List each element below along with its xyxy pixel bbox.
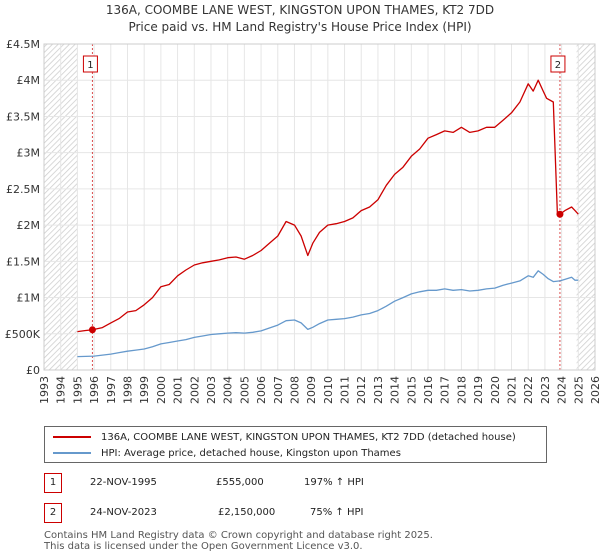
x-tick-label: 1995	[71, 376, 84, 404]
y-tick-label: £4M	[17, 74, 41, 87]
hpi-line	[77, 270, 579, 358]
x-tick-label: 2020	[489, 376, 502, 404]
x-tick-label: 2016	[422, 376, 435, 404]
x-tick-label: 2013	[372, 376, 385, 404]
x-tick-label: 2006	[255, 376, 268, 404]
sale-label-box	[82, 55, 98, 73]
x-tick-label: 2009	[305, 376, 318, 404]
x-tick-label: 1998	[121, 376, 134, 404]
transaction-price: £2,150,000	[218, 507, 276, 518]
x-tick-label: 2003	[205, 376, 218, 404]
x-tick-label: 2008	[288, 376, 301, 404]
y-tick-label: £2M	[17, 219, 41, 232]
x-tick-label: 2017	[439, 376, 452, 404]
transaction-badge: 2	[44, 503, 62, 523]
x-tick-label: 2015	[405, 376, 418, 404]
legend-label-hpi: HPI: Average price, detached house, King…	[101, 447, 401, 459]
plot-border	[43, 43, 596, 371]
x-tick-label: 2022	[522, 376, 535, 404]
x-tick-label: 2023	[539, 376, 552, 404]
footer-attribution: Contains HM Land Registry data © Crown c…	[44, 530, 433, 552]
legend-label-property: 136A, COOMBE LANE WEST, KINGSTON UPON TH…	[101, 431, 516, 443]
chart-legend: 136A, COOMBE LANE WEST, KINGSTON UPON TH…	[44, 426, 547, 463]
x-tick-label: 2024	[556, 376, 569, 404]
y-tick-label: £4.5M	[6, 38, 40, 51]
plot-area	[44, 44, 595, 370]
y-tick-label: £3.5M	[6, 110, 40, 123]
y-tick-label: £2.5M	[6, 183, 40, 196]
legend-swatch-hpi	[53, 452, 91, 454]
x-tick-label: 2011	[339, 376, 352, 404]
footer-line-2: This data is licensed under the Open Gov…	[44, 541, 363, 552]
transaction-date: 22-NOV-1995	[90, 477, 157, 488]
price-chart: 1 2 £0 £500K £1M £1.5M £2M £2.5M £3M £3.5M £4M £4.…	[5, 38, 600, 404]
x-tick-label: 2014	[389, 376, 402, 404]
legend-swatch-property	[53, 436, 91, 438]
x-tick-label: 1997	[105, 376, 118, 404]
x-tick-label: 1994	[55, 376, 68, 404]
legend-item-hpi: HPI: Average price, detached house, King…	[53, 445, 401, 461]
x-tick-label: 2026	[589, 376, 600, 404]
y-tick-label: £3M	[17, 147, 41, 160]
x-tick-label: 2012	[355, 376, 368, 404]
chart-subtitle: Price paid vs. HM Land Registry's House …	[128, 20, 472, 34]
x-tick-label: 2021	[506, 376, 519, 404]
x-tick-label: 2010	[322, 376, 335, 404]
y-tick-label: £0	[26, 364, 40, 377]
sale-point	[556, 210, 564, 218]
y-tick-label: £1M	[17, 292, 41, 305]
transaction-price: £555,000	[216, 477, 264, 488]
x-tick-label: 1993	[38, 376, 51, 404]
x-tick-label: 2019	[472, 376, 485, 404]
y-tick-label: £500K	[5, 328, 41, 341]
x-tick-label: 2007	[272, 376, 285, 404]
x-tick-label: 2001	[172, 376, 185, 404]
sale-label-box	[550, 55, 566, 73]
x-tick-label: 2004	[222, 376, 235, 404]
x-tick-label: 2002	[188, 376, 201, 404]
x-tick-label: 2018	[455, 376, 468, 404]
chart-title: 136A, COOMBE LANE WEST, KINGSTON UPON TH…	[105, 3, 495, 17]
legend-item-property: 136A, COOMBE LANE WEST, KINGSTON UPON TH…	[53, 429, 516, 445]
x-tick-label: 2025	[572, 376, 585, 404]
footer-line-1: Contains HM Land Registry data © Crown c…	[44, 530, 433, 541]
transaction-hpi: 75% ↑ HPI	[310, 507, 364, 518]
property-price-line	[77, 79, 579, 333]
x-tick-label: 2005	[238, 376, 251, 404]
sale-label: 2	[555, 60, 561, 71]
transaction-date: 24-NOV-2023	[90, 507, 157, 518]
x-tick-label: 2000	[155, 376, 168, 404]
sale-label: 1	[87, 60, 93, 71]
transaction-hpi: 197% ↑ HPI	[304, 477, 364, 488]
transaction-badge: 1	[44, 473, 62, 493]
sale-point	[88, 326, 96, 334]
hatched-region	[576, 44, 595, 370]
x-tick-label: 1999	[138, 376, 151, 404]
x-tick-label: 1996	[88, 376, 101, 404]
y-tick-label: £1.5M	[6, 255, 40, 268]
